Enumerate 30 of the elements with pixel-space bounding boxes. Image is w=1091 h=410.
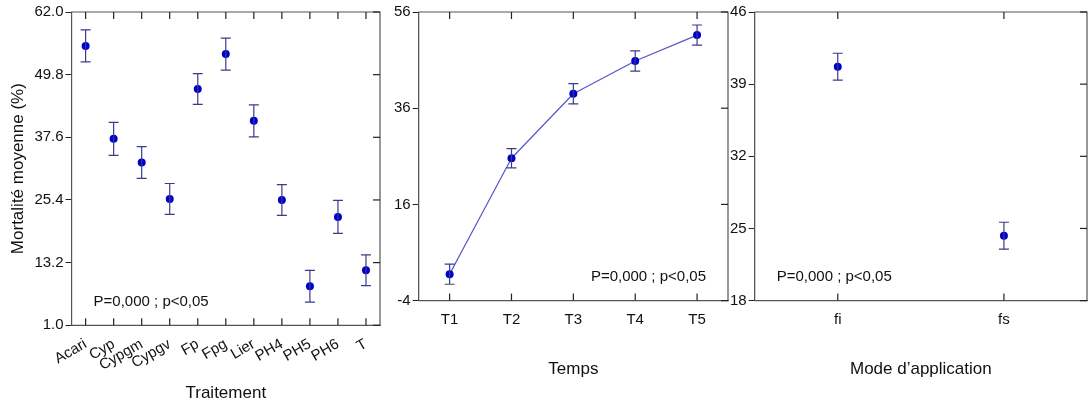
- y-tick-label: 36: [394, 98, 411, 116]
- y-tick-label: 16: [394, 194, 411, 212]
- y-tick-label: 18: [730, 290, 747, 308]
- y-tick-label: 56: [394, 2, 411, 20]
- x-axis-title: Traitement: [185, 383, 267, 403]
- x-tick-label: T3: [564, 309, 583, 327]
- y-tick-label: 1.0: [42, 315, 64, 333]
- y-tick-label: -4: [397, 290, 411, 308]
- y-tick-label: 49.8: [34, 64, 64, 82]
- y-tick-label: 25.4: [34, 190, 64, 208]
- annotation: P=0,000 ; p<0,05: [590, 267, 706, 285]
- x-tick-label: T: [353, 334, 370, 354]
- x-tick-label: fs: [998, 309, 1010, 327]
- y-axis-title: Mortalité moyenne (%): [7, 83, 27, 255]
- x-tick-label: T2: [502, 309, 521, 327]
- x-axis-title: Mode d’application: [849, 359, 992, 379]
- y-tick-label: 37.6: [34, 127, 64, 145]
- annotation: P=0,000 ; p<0,05: [776, 267, 892, 285]
- x-tick-label: T1: [440, 309, 459, 327]
- x-tick-label: T4: [626, 309, 644, 327]
- y-tick-label: 39: [730, 74, 747, 92]
- x-axis-title: Temps: [548, 359, 599, 379]
- y-tick-label: 32: [730, 146, 747, 164]
- y-tick-label: 25: [730, 218, 747, 236]
- x-tick-label: fi: [834, 309, 842, 327]
- x-tick-label: T5: [688, 309, 706, 327]
- y-tick-label: 46: [730, 2, 747, 20]
- y-tick-label: 13.2: [34, 252, 64, 270]
- annotation: P=0,000 ; p<0,05: [93, 291, 209, 309]
- y-tick-label: 62.0: [34, 2, 64, 20]
